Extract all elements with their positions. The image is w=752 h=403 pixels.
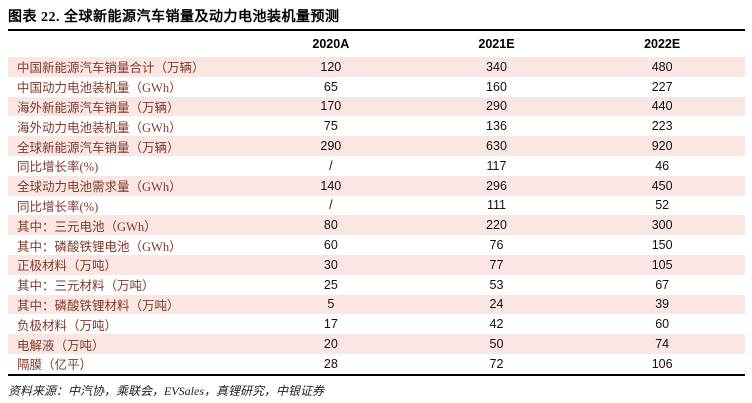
row-value: 480 — [651, 59, 673, 74]
row-value: 117 — [486, 158, 507, 173]
row-label: 海外动力电池装机量（GWh） — [17, 120, 182, 135]
row-value: 28 — [323, 356, 338, 371]
row-value: 630 — [486, 139, 507, 154]
row-value: 17 — [323, 317, 338, 332]
table-row: 电解液（万吨） 20 50 74 — [8, 334, 745, 354]
row-value: 106 — [651, 356, 673, 371]
row-value: 75 — [323, 119, 338, 134]
row-value: 42 — [489, 317, 504, 332]
row-value: 140 — [320, 178, 342, 193]
row-value: 53 — [489, 277, 504, 292]
row-value: 223 — [651, 119, 673, 134]
data-table: 2020A 2021E 2022E 中国新能源汽车销量合计（万辆） 120 340 4… — [8, 31, 745, 374]
row-value: 227 — [651, 79, 673, 94]
table-row: 负极材料（万吨） 17 42 60 — [8, 314, 745, 334]
row-value: 920 — [651, 139, 673, 154]
row-label: 中国动力电池装机量（GWh） — [17, 81, 182, 96]
header-row: 2020A 2021E 2022E — [8, 31, 745, 57]
table-row: 其中：三元电池（GWh） 80 220 300 — [8, 215, 745, 236]
row-value: 120 — [320, 59, 342, 74]
row-value: 60 — [323, 238, 338, 253]
row-value: 77 — [489, 257, 504, 272]
table-row: 其中：三元材料（万吨） 25 53 67 — [8, 275, 745, 295]
row-label: 其中：三元材料（万吨） — [17, 279, 155, 294]
row-value: 160 — [486, 79, 507, 94]
row-value: 65 — [323, 79, 338, 94]
top-rule — [8, 29, 745, 31]
row-value: 67 — [655, 277, 670, 292]
row-value: 72 — [489, 356, 504, 371]
row-value: 24 — [489, 297, 504, 312]
row-value: 340 — [486, 59, 507, 74]
row-value: 52 — [655, 198, 670, 213]
row-value: 50 — [489, 337, 504, 352]
row-value: 220 — [486, 218, 507, 233]
header-label-spacer — [8, 31, 248, 57]
row-value: 39 — [655, 297, 670, 312]
row-label: 全球动力电池需求量（GWh） — [17, 180, 182, 195]
forecast-table: 2020A 2021E 2022E 中国新能源汽车销量合计（万辆） 120 340 4… — [8, 31, 745, 374]
row-value: 60 — [655, 317, 670, 332]
table-row: 其中：磷酸铁锂材料（万吨） 5 24 39 — [8, 294, 745, 315]
row-value: 105 — [651, 257, 673, 272]
table-row: 同比增长率(%) / 117 46 — [8, 156, 745, 176]
row-value: 290 — [486, 99, 507, 114]
row-label: 正极材料（万吨） — [17, 259, 118, 274]
row-label: 海外新能源汽车销量（万辆） — [17, 100, 180, 115]
row-label: 同比增长率(%) — [17, 199, 99, 214]
table-row: 中国动力电池装机量（GWh） 65 160 227 — [8, 77, 745, 97]
row-value: 296 — [486, 178, 507, 193]
figure-title: 图表 22. 全球新能源汽车销量及动力电池装机量预测 — [8, 10, 340, 25]
row-value: 76 — [489, 238, 504, 253]
header-2022e: 2022E — [644, 37, 681, 51]
row-label: 同比增长率(%) — [17, 160, 99, 175]
header-2020a: 2020A — [312, 37, 350, 51]
bottom-rule — [8, 374, 745, 376]
row-label: 其中：磷酸铁锂电池（GWh） — [17, 239, 182, 254]
row-label: 电解液（万吨） — [17, 338, 105, 353]
row-value: 170 — [320, 99, 342, 114]
row-value: / — [329, 158, 333, 173]
row-label: 全球新能源汽车销量（万辆） — [17, 140, 180, 155]
table-row: 海外动力电池装机量（GWh） 75 136 223 — [8, 116, 745, 136]
row-value: 150 — [651, 238, 673, 253]
table-row: 中国新能源汽车销量合计（万辆） 120 340 480 — [8, 57, 745, 77]
table-row: 全球新能源汽车销量（万辆） 290 630 920 — [8, 136, 745, 156]
row-value: / — [329, 198, 333, 213]
row-value: 440 — [651, 99, 673, 114]
row-value: 30 — [323, 257, 338, 272]
row-label: 其中：磷酸铁锂材料（万吨） — [17, 298, 180, 313]
row-value: 136 — [486, 119, 507, 134]
table-row: 同比增长率(%) / 111 52 — [8, 196, 745, 216]
row-value: 25 — [323, 277, 338, 292]
row-value: 46 — [655, 158, 670, 173]
row-value: 74 — [655, 337, 670, 352]
row-label: 其中：三元电池（GWh） — [17, 219, 157, 234]
row-value: 450 — [651, 178, 673, 193]
row-value: 300 — [651, 218, 673, 233]
row-value: 80 — [323, 218, 338, 233]
row-label: 隔膜（亿平） — [17, 358, 93, 373]
row-value: 111 — [486, 198, 506, 213]
source-note: 资料来源：中汽协，乘联会，EVSales，真锂研究，中银证券 — [8, 384, 324, 398]
table-row: 海外新能源汽车销量（万辆） 170 290 440 — [8, 96, 745, 117]
row-label: 中国新能源汽车销量合计（万辆） — [17, 61, 205, 76]
table-row: 其中：磷酸铁锂电池（GWh） 60 76 150 — [8, 235, 745, 255]
header-2021e: 2021E — [478, 37, 515, 51]
row-value: 20 — [323, 337, 338, 352]
row-label: 负极材料（万吨） — [17, 318, 118, 333]
row-value: 290 — [320, 139, 342, 154]
table-row: 隔膜（亿平） 28 72 106 — [8, 354, 745, 374]
table-row: 全球动力电池需求量（GWh） 140 296 450 — [8, 175, 745, 196]
table-row: 正极材料（万吨） 30 77 105 — [8, 254, 745, 275]
row-value: 5 — [327, 297, 335, 312]
